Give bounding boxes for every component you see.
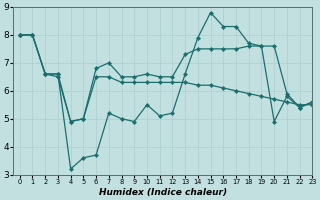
X-axis label: Humidex (Indice chaleur): Humidex (Indice chaleur) — [99, 188, 227, 197]
